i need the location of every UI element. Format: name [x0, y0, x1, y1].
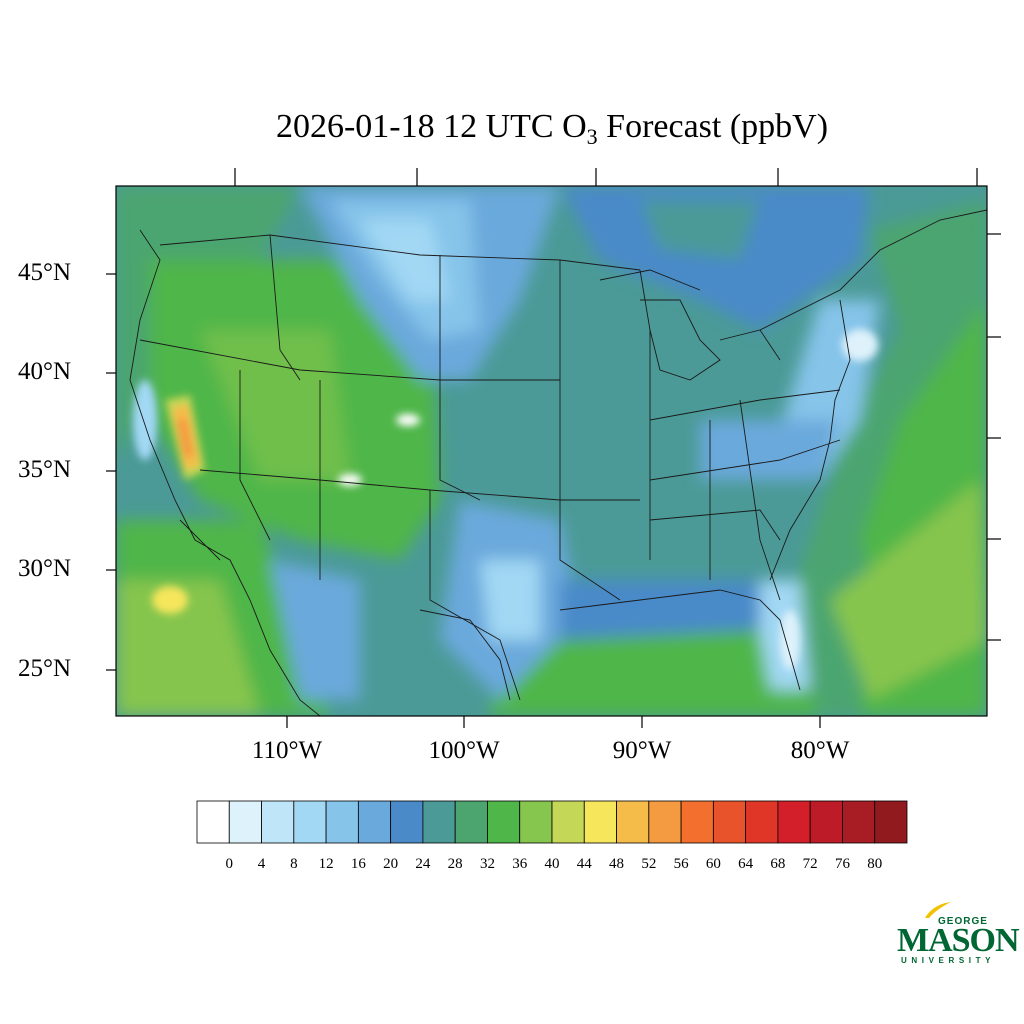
lon-label-100w: 100°W	[428, 737, 500, 764]
gmu-logo: GEORGE MASON UNIVERSITY	[893, 898, 1020, 970]
lat-label-30n: 30°N	[18, 555, 72, 582]
colorbar-tick-label: 36	[512, 856, 528, 872]
colorbar-tick-label: 4	[257, 856, 266, 872]
logo-mason: MASON	[897, 922, 1020, 959]
colorbar-tick-label: 28	[447, 856, 463, 872]
colorbar-tick-label: 40	[544, 856, 560, 872]
colorbar-tick-label: 76	[834, 856, 850, 872]
colorbar-swatch	[777, 800, 811, 844]
lat-label-40n: 40°N	[18, 358, 72, 385]
colorbar-tick-label: 64	[738, 856, 754, 872]
logo-george: GEORGE	[938, 916, 988, 927]
page-title: 2026-01-18 12 UTC O3 Forecast (ppbV)	[275, 108, 829, 149]
colorbar-tick-label: 24	[415, 856, 431, 872]
colorbar-tick-label: 52	[641, 856, 657, 872]
colorbar	[196, 800, 908, 844]
colorbar-swatch	[196, 800, 230, 844]
lon-label-90w: 90°W	[612, 737, 672, 764]
map-field	[116, 186, 987, 716]
colorbar-tick-label: 60	[705, 856, 721, 872]
lat-label-25n: 25°N	[18, 655, 72, 682]
colorbar-swatch	[874, 800, 908, 844]
colorbar-swatch	[745, 800, 779, 844]
colorbar-swatch	[422, 800, 456, 844]
colorbar-swatch	[712, 800, 747, 844]
colorbar-swatch	[325, 800, 359, 844]
colorbar-swatch	[228, 800, 262, 844]
colorbar-swatch	[519, 800, 553, 844]
colorbar-swatch	[454, 800, 488, 844]
colorbar-swatch	[648, 800, 682, 844]
axis-ticks	[106, 168, 1001, 728]
lat-label-45n: 45°N	[18, 259, 72, 286]
colorbar-swatch	[261, 800, 295, 844]
lat-label-35n: 35°N	[18, 456, 72, 483]
colorbar-tick-label: 80	[867, 856, 883, 872]
colorbar-tick-label: 44	[576, 856, 592, 872]
colorbar-tick-label: 16	[350, 856, 366, 872]
colorbar-swatch	[357, 800, 392, 844]
colorbar-swatch	[390, 800, 424, 844]
logo-university: UNIVERSITY	[901, 956, 996, 965]
colorbar-swatch	[293, 800, 327, 844]
colorbar-swatch	[487, 800, 521, 844]
colorbar-swatch	[842, 800, 876, 844]
colorbar-tick-label: 20	[383, 856, 399, 872]
colorbar-swatch	[616, 800, 650, 844]
colorbar-tick-label: 68	[770, 856, 786, 872]
map-frame	[115, 185, 988, 717]
colorbar-tick-label: 72	[802, 856, 818, 872]
colorbar-tick-label: 56	[673, 856, 689, 872]
colorbar-tick-label: 32	[479, 856, 495, 872]
colorbar-swatch	[583, 800, 617, 844]
colorbar-tick-label: 8	[290, 856, 298, 872]
colorbar-tick-label: 48	[609, 856, 625, 872]
colorbar-swatch	[551, 800, 585, 844]
lon-label-110w: 110°W	[251, 737, 323, 764]
colorbar-tick-label: 12	[318, 856, 334, 872]
colorbar-tick-label: 0	[225, 856, 234, 872]
logo-swoosh-icon	[925, 902, 951, 918]
colorbar-swatch	[680, 800, 714, 844]
lon-label-80w: 80°W	[790, 737, 850, 764]
colorbar-swatch	[809, 800, 843, 844]
boundary-lines	[129, 209, 987, 716]
